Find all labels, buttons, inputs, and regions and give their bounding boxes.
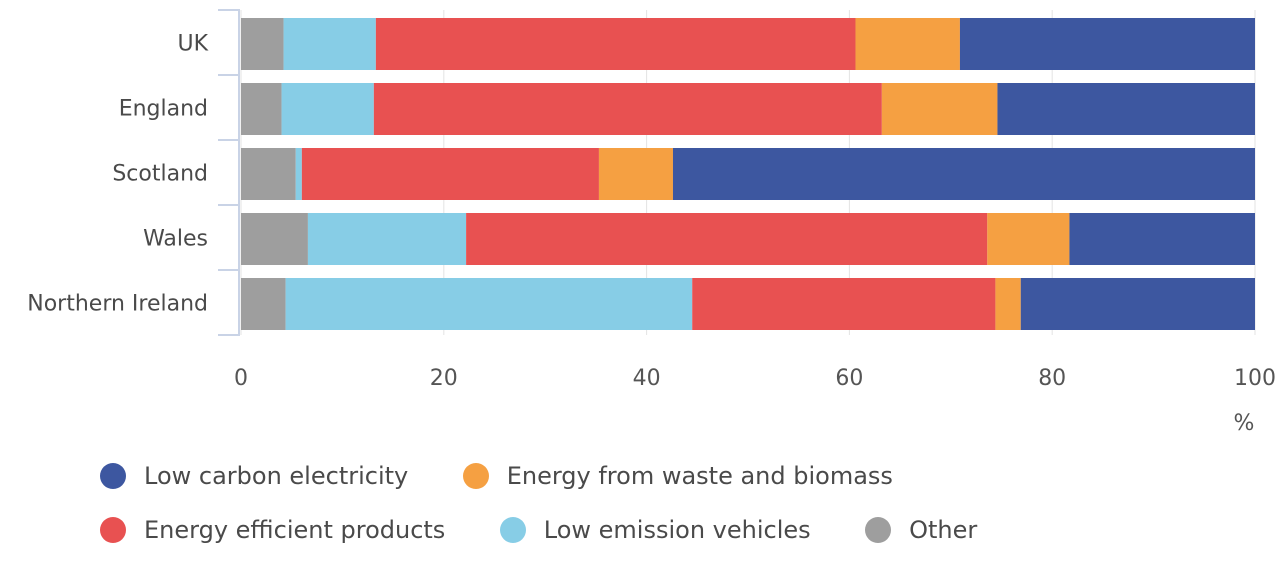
- category-label: Scotland: [112, 162, 208, 187]
- bar-segment[interactable]: [285, 278, 693, 330]
- bar-segment[interactable]: [1069, 213, 1255, 265]
- bar-segment[interactable]: [375, 18, 856, 70]
- bar-segment[interactable]: [307, 213, 467, 265]
- category-labels: UK England Scotland Wales Northern Ireland: [27, 32, 208, 317]
- bar-segment[interactable]: [959, 18, 1255, 70]
- bar-segment[interactable]: [997, 83, 1255, 135]
- legend-item-energy-from-waste[interactable]: Energy from waste and biomass: [462, 462, 893, 490]
- x-tick-labels: 0 20 40 60 80 100: [234, 366, 1276, 391]
- bar-segment[interactable]: [692, 278, 996, 330]
- bar-segment[interactable]: [672, 148, 1255, 200]
- legend-row: Energy efficient products Low emission v…: [100, 516, 1200, 544]
- category-label: UK: [177, 32, 208, 57]
- bar-segment[interactable]: [373, 83, 882, 135]
- legend-swatch: [499, 517, 526, 543]
- legend-swatch: [462, 463, 489, 489]
- category-label: Northern Ireland: [27, 292, 208, 317]
- bar-segment[interactable]: [295, 148, 302, 200]
- bar-segment[interactable]: [241, 18, 284, 70]
- x-tick-label: 40: [633, 366, 661, 391]
- bar-segment[interactable]: [241, 148, 296, 200]
- legend-swatch: [100, 517, 126, 543]
- bar-segment[interactable]: [241, 83, 282, 135]
- legend-row: Low carbon electricity Energy from waste…: [100, 462, 1200, 490]
- x-tick-label: 80: [1038, 366, 1066, 391]
- x-tick-label: 100: [1234, 366, 1276, 391]
- bar-segment[interactable]: [855, 18, 960, 70]
- legend-item-other[interactable]: Other: [865, 516, 977, 544]
- legend-swatch: [865, 517, 892, 543]
- legend-item-energy-efficient-products[interactable]: Energy efficient products: [100, 516, 445, 544]
- bar-segment[interactable]: [987, 213, 1070, 265]
- bar-segment[interactable]: [241, 278, 286, 330]
- legend-label: Energy from waste and biomass: [506, 462, 893, 490]
- x-tick-label: 60: [835, 366, 863, 391]
- bar-segment[interactable]: [281, 83, 374, 135]
- category-label: Wales: [143, 227, 208, 252]
- bar-segment[interactable]: [1020, 278, 1255, 330]
- bars: [241, 18, 1255, 330]
- legend-label: Low carbon electricity: [144, 462, 409, 490]
- legend-swatch: [100, 463, 126, 489]
- legend-label: Energy efficient products: [144, 516, 446, 544]
- category-label: England: [119, 97, 208, 122]
- legend: Low carbon electricity Energy from waste…: [100, 462, 1200, 570]
- x-tick-label: 0: [234, 366, 248, 391]
- legend-item-low-emission-vehicles[interactable]: Low emission vehicles: [499, 516, 811, 544]
- category-axis: [218, 9, 240, 336]
- bar-segment[interactable]: [466, 213, 988, 265]
- x-axis-unit-label: %: [1234, 411, 1255, 436]
- x-tick-label: 20: [430, 366, 458, 391]
- legend-item-low-carbon-electricity[interactable]: Low carbon electricity: [100, 462, 408, 490]
- bar-segment[interactable]: [241, 213, 308, 265]
- stacked-bar-chart: UK England Scotland Wales Northern Ireland 0…: [27, 9, 1276, 436]
- bar-segment[interactable]: [598, 148, 673, 200]
- bar-segment[interactable]: [301, 148, 599, 200]
- legend-label: Low emission vehicles: [543, 516, 811, 544]
- legend-label: Other: [909, 516, 978, 544]
- bar-segment[interactable]: [995, 278, 1021, 330]
- bar-segment[interactable]: [881, 83, 998, 135]
- bar-segment[interactable]: [283, 18, 376, 70]
